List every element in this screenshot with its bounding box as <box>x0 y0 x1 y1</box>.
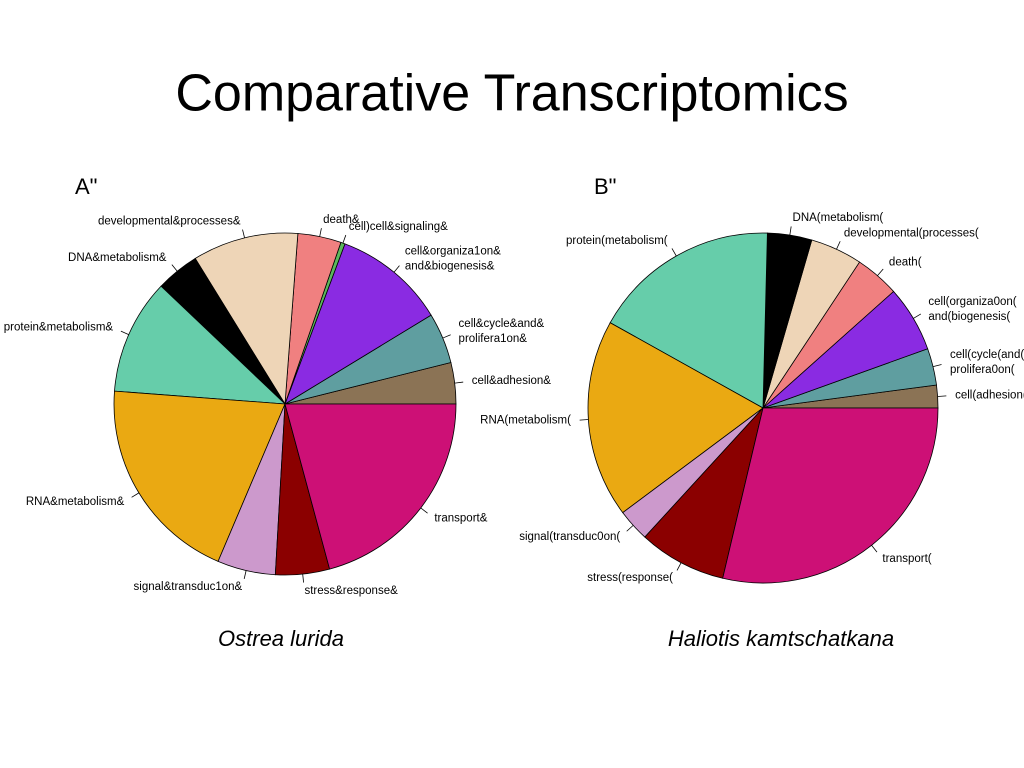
leader-line <box>319 228 322 237</box>
slice-label: death( <box>889 256 922 268</box>
leader-line <box>932 364 942 368</box>
leader-line <box>671 248 677 257</box>
slice-label: cell(cycle(and( prolifera0on( <box>950 349 1024 376</box>
leader-line <box>454 381 464 384</box>
slice-label: signal&transduc1on& <box>134 581 243 593</box>
leader-line <box>913 313 922 319</box>
slice-label: developmental(processes( <box>844 227 979 239</box>
slice-label: RNA&metabolism& <box>26 496 125 508</box>
slice-label: cell&cycle&and& prolifera1on& <box>459 318 545 345</box>
leader-line <box>442 334 451 339</box>
pie-slice <box>722 407 939 584</box>
panel-label: B" <box>594 174 616 199</box>
slide-title: Comparative Transcriptomics <box>175 65 848 123</box>
slice-label-line: cell&cycle&and& <box>459 318 545 330</box>
slice-label-line: cell&organiza1on& <box>405 246 501 258</box>
leader-line <box>877 268 884 276</box>
species-caption: Ostrea lurida <box>218 626 344 651</box>
slice-label-line: cell(organiza0on( <box>928 296 1016 308</box>
leader-line <box>626 525 634 532</box>
slice-label: RNA(metabolism( <box>480 415 571 427</box>
slice-label: cell)cell&signaling& <box>349 221 448 233</box>
slice-label: cell(organiza0on( and(biogenesis( <box>928 296 1016 323</box>
leader-line <box>120 330 129 335</box>
slice-label: death& <box>323 214 360 226</box>
pie-slice <box>587 322 764 514</box>
slice-label: stress&response& <box>304 585 398 597</box>
leader-line <box>302 574 304 583</box>
pie-slice <box>284 403 457 570</box>
slice-label: cell&organiza1on& and&biogenesis& <box>405 246 501 273</box>
slice-label: developmental&processes& <box>98 215 241 227</box>
pie-slice <box>284 243 432 405</box>
leader-line <box>789 226 792 236</box>
slice-label: cell&adhesion& <box>472 375 552 387</box>
leader-line <box>342 234 347 244</box>
slice-label-line: prolifera0on( <box>950 364 1015 376</box>
panel-label: A" <box>75 174 97 199</box>
leader-line <box>836 241 841 250</box>
pie-slice <box>114 285 287 405</box>
leader-line <box>243 570 247 579</box>
leader-line <box>242 229 245 238</box>
leader-line <box>871 545 878 553</box>
slice-label-line: prolifera1on& <box>459 333 528 345</box>
slice-label: signal(transduc0on( <box>519 531 620 543</box>
slice-label: DNA(metabolism( <box>793 212 884 224</box>
leader-line <box>171 264 178 272</box>
slice-label: cell(adhesion( <box>955 389 1024 401</box>
leader-line <box>676 562 682 571</box>
leader-line <box>393 265 400 273</box>
leader-line <box>131 492 140 498</box>
pie-slice <box>644 406 764 579</box>
slice-label: protein&metabolism& <box>4 322 114 334</box>
leader-line <box>937 395 947 397</box>
slice-label-line: and&biogenesis& <box>405 261 495 273</box>
slice-label: DNA&metabolism& <box>68 252 167 264</box>
slice-label: transport& <box>434 512 487 524</box>
leader-line <box>420 507 428 514</box>
slice-label-line: and(biogenesis( <box>928 311 1010 323</box>
species-caption: Haliotis kamtschatkana <box>668 626 894 651</box>
leader-line <box>579 419 589 421</box>
slice-label: transport( <box>882 553 931 565</box>
pie-slice <box>194 232 299 406</box>
slice-label-line: cell(cycle(and( <box>950 349 1024 361</box>
slice-label: protein(metabolism( <box>566 235 668 247</box>
slice-label: stress(response( <box>587 572 673 584</box>
